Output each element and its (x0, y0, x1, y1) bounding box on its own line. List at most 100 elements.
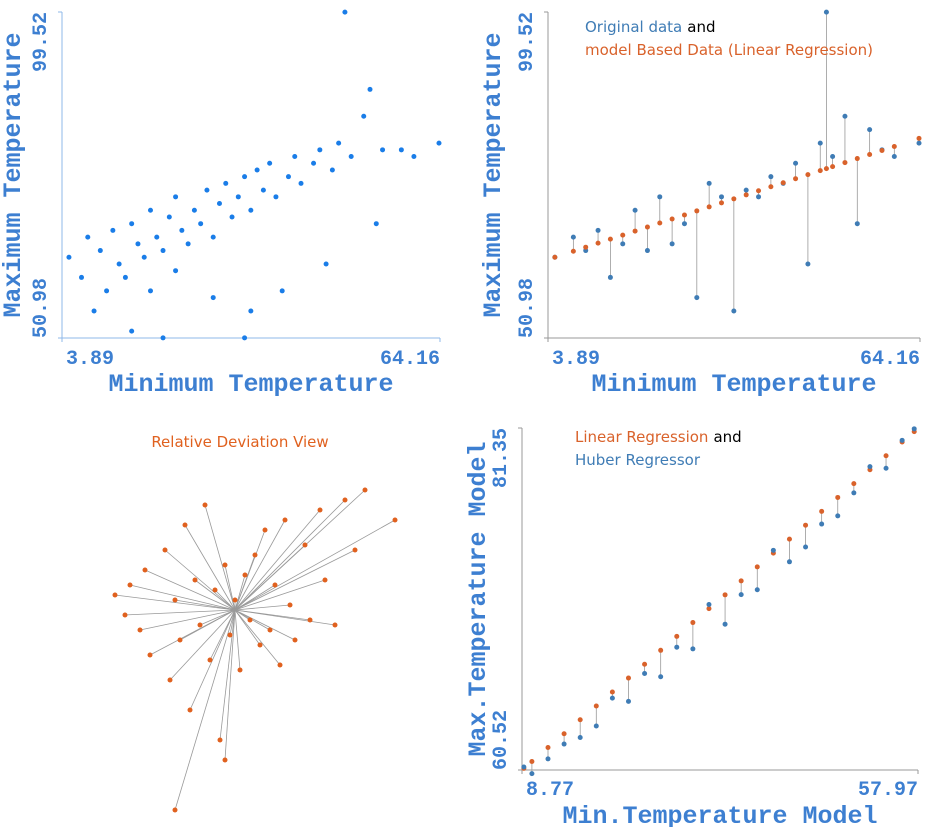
point (719, 194, 725, 200)
deviation-link (164, 549, 236, 611)
point (207, 657, 213, 663)
point (177, 637, 183, 643)
point (803, 522, 809, 528)
point (842, 113, 848, 119)
x-axis-title: Minimum Temperature (108, 370, 393, 399)
legend-label: Linear Regression (575, 428, 708, 446)
point (279, 288, 285, 294)
point (79, 274, 85, 280)
point (285, 174, 291, 180)
point (694, 208, 700, 214)
point (719, 200, 725, 206)
x-tick-label: 64.16 (380, 348, 440, 371)
point (342, 497, 348, 503)
point (242, 572, 248, 578)
point (706, 180, 712, 186)
deviation-link (214, 589, 236, 611)
point (786, 536, 792, 542)
point (561, 731, 567, 737)
point (694, 295, 700, 301)
point (162, 547, 168, 553)
point (883, 465, 889, 471)
point (147, 652, 153, 658)
point (282, 517, 288, 523)
point (129, 221, 135, 227)
point (257, 642, 263, 648)
y-tick-label: 60.52 (490, 710, 513, 770)
point (142, 567, 148, 573)
point (187, 707, 193, 713)
point (273, 194, 279, 200)
point (867, 152, 873, 158)
x-tick-label: 3.89 (66, 348, 114, 371)
point (252, 552, 258, 558)
x-tick-label: 8.77 (526, 779, 574, 802)
point (191, 207, 197, 213)
point (311, 160, 317, 166)
point (277, 662, 283, 668)
point (561, 741, 567, 747)
point (642, 670, 648, 676)
point (681, 212, 687, 218)
deviation-link (174, 609, 236, 811)
point (342, 9, 348, 15)
point (823, 166, 829, 172)
point (167, 677, 173, 683)
deviation-link (234, 574, 246, 611)
point (222, 757, 228, 763)
point (867, 127, 873, 133)
point (298, 180, 304, 186)
point (722, 592, 728, 598)
deviation-link (129, 584, 236, 611)
point (706, 204, 712, 210)
point (669, 241, 675, 247)
deviation-link (224, 609, 236, 761)
point (911, 426, 917, 432)
point (891, 143, 897, 149)
point (722, 621, 728, 627)
point (879, 147, 885, 153)
point (830, 154, 836, 160)
y-axis-title: Maximum Temperature (0, 32, 28, 317)
point (317, 507, 323, 513)
point (267, 160, 273, 166)
deviation-link (224, 564, 236, 611)
point (392, 517, 398, 523)
point (272, 582, 278, 588)
point (658, 674, 664, 680)
point (322, 577, 328, 583)
deviation-link (219, 609, 236, 741)
point (609, 695, 615, 701)
point (373, 221, 379, 227)
point (644, 248, 650, 254)
point (805, 261, 811, 267)
point (916, 140, 922, 146)
deviation-link (209, 609, 236, 661)
x-tick-label: 3.89 (552, 348, 600, 371)
point (883, 453, 889, 459)
point (210, 295, 216, 301)
deviation-link (179, 609, 236, 641)
point (229, 214, 235, 220)
point (248, 308, 254, 314)
point (260, 187, 266, 193)
point (287, 602, 293, 608)
point (182, 522, 188, 528)
point (317, 147, 323, 153)
point (172, 597, 178, 603)
point (854, 221, 860, 227)
y-tick-label: 50.98 (516, 278, 539, 338)
point (302, 542, 308, 548)
point (632, 228, 638, 234)
point (91, 308, 97, 314)
point (786, 559, 792, 565)
point (793, 160, 799, 166)
point (235, 194, 241, 200)
point (819, 521, 825, 527)
point (770, 547, 776, 553)
point (780, 180, 786, 186)
point (232, 597, 238, 603)
point (367, 86, 373, 92)
point (267, 627, 273, 633)
